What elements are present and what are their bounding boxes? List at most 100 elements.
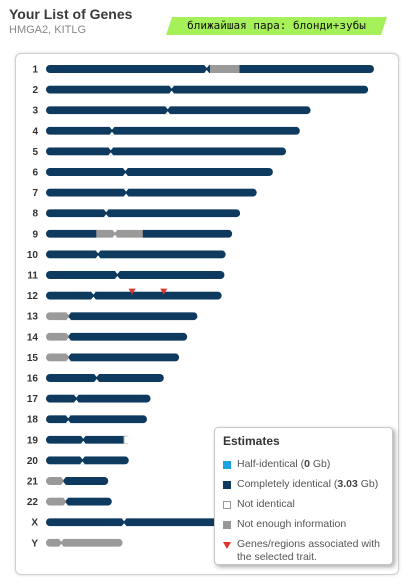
centromere-notch: [65, 415, 71, 424]
completely-identical-swatch: [223, 481, 231, 489]
chromosome-label: 7: [32, 188, 38, 199]
segment-full: [46, 291, 222, 300]
centromere-notch: [66, 312, 72, 321]
centromere-notch: [79, 456, 85, 465]
chromosome-x[interactable]: X: [31, 518, 252, 529]
segment-noinfo: [46, 312, 70, 321]
chromosome-label: 21: [27, 477, 39, 488]
segment-full: [68, 332, 188, 341]
chromosome-12[interactable]: 12: [27, 288, 222, 303]
chromosome-17[interactable]: 17: [27, 394, 151, 405]
chromosome-15[interactable]: 15: [27, 353, 180, 364]
segment-full: [46, 456, 129, 465]
legend-not-identical: Not identical: [223, 498, 384, 511]
centromere-notch: [66, 332, 72, 341]
trait-regions-label: Genes/regions associated with the select…: [237, 538, 380, 563]
chromosome-6[interactable]: 6: [32, 168, 273, 179]
chromosome-label: 2: [32, 85, 38, 96]
centromere-notch: [80, 435, 86, 444]
chromosome-bar: [46, 435, 131, 444]
chromosome-label: 14: [27, 332, 39, 343]
chromosome-bar: [46, 250, 226, 259]
chromosome-label: 6: [32, 168, 38, 179]
chromosome-bar: [46, 394, 151, 403]
chromosome-label: X: [31, 518, 38, 529]
chromosome-14[interactable]: 14: [27, 332, 188, 343]
centromere-notch: [112, 229, 118, 238]
chromosome-y[interactable]: Y: [31, 538, 123, 549]
segment-full: [46, 518, 252, 527]
chromosome-bar: [46, 456, 129, 465]
chromosome-label: 3: [32, 106, 38, 117]
chromosome-bar: [46, 147, 287, 156]
segment-full: [46, 415, 147, 424]
chromosome-4[interactable]: 4: [32, 126, 300, 137]
chromosome-bar: [46, 168, 273, 176]
chromosome-label: 1: [32, 65, 38, 76]
chromosome-8[interactable]: 8: [32, 209, 241, 220]
chromosome-10[interactable]: 10: [27, 250, 226, 261]
segment-full: [46, 271, 225, 279]
segment-full: [46, 374, 164, 382]
chromosome-19[interactable]: 19: [27, 435, 131, 446]
chromosome-label: 19: [27, 435, 39, 446]
chromosome-label: 11: [27, 271, 38, 282]
not-enough-info-swatch: [223, 521, 231, 529]
segment-full: [68, 353, 180, 362]
segment-full: [68, 312, 198, 321]
chromosome-3[interactable]: 3: [32, 106, 311, 117]
chromosome-label: 18: [27, 415, 39, 426]
segment-full: [46, 147, 287, 156]
segment-full: [46, 250, 226, 259]
chromosome-21[interactable]: 21: [27, 477, 109, 488]
trait-marker-icon[interactable]: [128, 288, 136, 295]
chromosome-22[interactable]: 22: [27, 497, 112, 508]
chromosome-label: 10: [27, 250, 39, 261]
centromere-notch: [122, 168, 128, 176]
centromere-notch: [123, 188, 129, 197]
chromosome-label: 8: [32, 209, 38, 220]
pair-tag: ближайшая пара: блонди+зубы: [166, 17, 387, 35]
half-identical-unit: Gb: [312, 458, 327, 470]
chromosome-bar: [46, 271, 225, 279]
chromosome-13[interactable]: 13: [27, 312, 198, 323]
pair-tag-text: ближайшая пара: блонди+зубы: [187, 19, 366, 32]
chromosome-panel: 1 2 3 4 5 6 7 8 9 10 11 12 13 14 15 16 17 18 19 20 21 22 X Y Es…: [15, 53, 399, 575]
not-enough-info-label: Not enough information: [237, 518, 347, 530]
half-identical-label: Half-identical: [237, 458, 298, 470]
segment-full: [239, 65, 374, 73]
centromere-notch: [63, 497, 69, 506]
segment-full: [142, 229, 233, 238]
page-title: Your List of Genes: [9, 6, 133, 22]
chromosome-11[interactable]: 11: [27, 271, 225, 282]
chromosome-label: 16: [27, 374, 39, 385]
centromere-notch: [204, 65, 210, 73]
legend-not-enough-info: Not enough information: [223, 518, 384, 531]
chromosome-7[interactable]: 7: [32, 188, 257, 199]
centromere-notch: [60, 477, 66, 485]
chromosome-label: 22: [27, 497, 39, 508]
chromosome-bar: [46, 497, 112, 506]
chromosome-16[interactable]: 16: [27, 374, 164, 385]
chromosome-5[interactable]: 5: [32, 147, 287, 158]
legend-half-identical: Half-identical (0 Gb): [223, 458, 384, 471]
centromere-notch: [103, 209, 109, 218]
chromosome-label: 12: [27, 291, 39, 302]
segment-noinfo: [210, 65, 240, 73]
chromosome-20[interactable]: 20: [27, 456, 129, 467]
centromere-notch: [114, 271, 120, 279]
chromosome-bar: [46, 229, 233, 238]
trait-marker-icon[interactable]: [160, 288, 168, 295]
centromere-notch: [90, 291, 96, 300]
segment-noinfo: [46, 332, 69, 341]
chromosome-2[interactable]: 2: [32, 85, 369, 96]
completely-identical-label: Completely identical: [237, 478, 331, 490]
segment-full: [46, 65, 211, 73]
chromosome-9[interactable]: 9: [32, 229, 233, 240]
legend-completely-identical: Completely identical (3.03 Gb): [223, 478, 384, 491]
chromosome-label: Y: [31, 538, 38, 549]
centromere-notch: [109, 126, 115, 135]
chromosome-1[interactable]: 1: [32, 65, 374, 76]
chromosome-18[interactable]: 18: [27, 415, 147, 426]
trait-marker-icon: [223, 542, 231, 549]
